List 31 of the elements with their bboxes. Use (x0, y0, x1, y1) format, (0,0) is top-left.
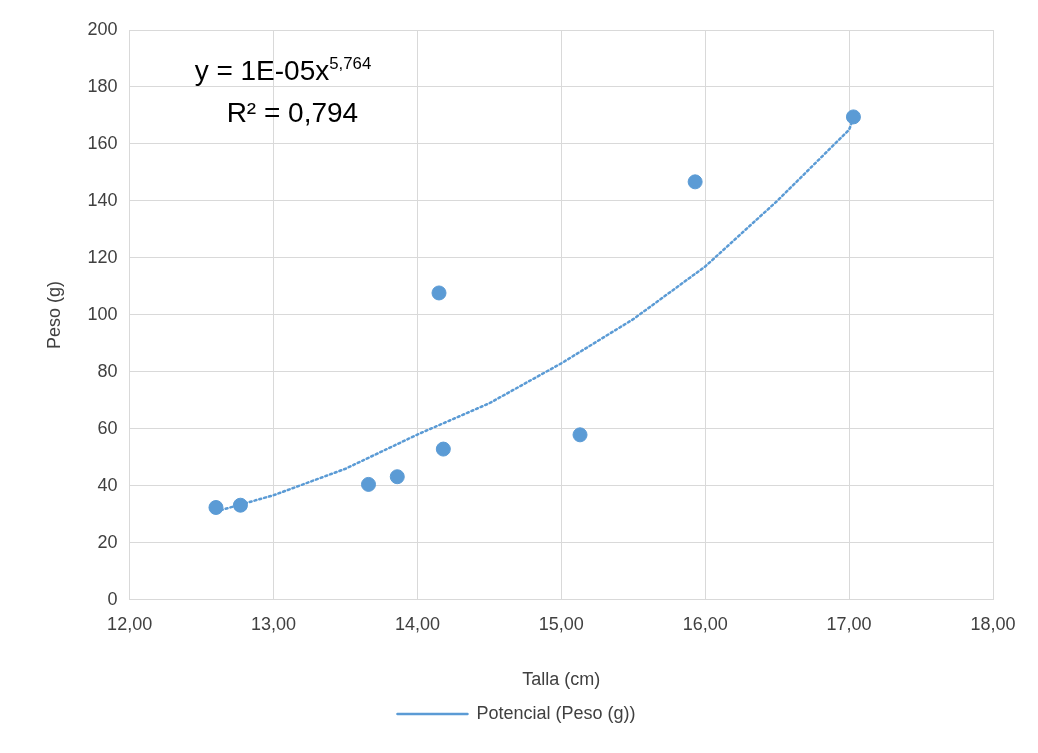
y-tick-label: 40 (97, 474, 118, 495)
x-tick-label: 16,00 (682, 613, 728, 634)
point (208, 499, 224, 515)
x-tick-label: 18,00 (970, 613, 1016, 634)
annotation: R² = 0,794 (226, 97, 359, 128)
y-tick-label: 100 (87, 303, 118, 324)
point (687, 174, 703, 190)
legend-label: Potencial (Peso (g)) (476, 702, 636, 723)
point (361, 476, 376, 492)
y-tick-label: 180 (87, 75, 118, 96)
x-axis-title: Talla (cm) (522, 669, 601, 690)
x-tick-label: 17,00 (826, 613, 872, 634)
y-tick-label: 200 (87, 18, 118, 39)
y-tick-label: 0 (107, 588, 118, 609)
y-tick-label: 140 (87, 189, 118, 210)
point (845, 109, 861, 125)
x-tick-label: 14,00 (394, 613, 440, 634)
y-axis-title: Peso (g) (43, 280, 64, 349)
point (431, 285, 447, 301)
point (572, 427, 588, 443)
y-tick-label: 80 (97, 360, 118, 381)
point (232, 497, 248, 513)
x-tick-label: 13,00 (251, 613, 297, 634)
x-tick-label: 15,00 (538, 613, 584, 634)
x-tick-label: 12,00 (107, 613, 153, 634)
point (389, 469, 405, 485)
y-tick-label: 60 (97, 417, 118, 438)
y-tick-label: 20 (97, 531, 118, 552)
y-tick-label: 120 (87, 246, 118, 267)
y-tick-label: 160 (87, 132, 118, 153)
point (435, 441, 451, 457)
